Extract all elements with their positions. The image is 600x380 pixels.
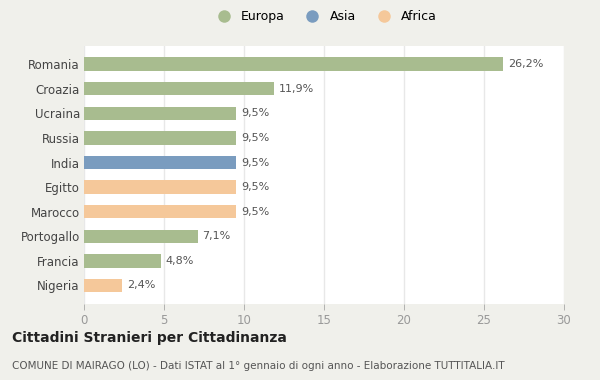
Text: Cittadini Stranieri per Cittadinanza: Cittadini Stranieri per Cittadinanza (12, 331, 287, 345)
Text: 9,5%: 9,5% (241, 182, 269, 192)
Bar (84, 156, 236, 169)
Legend: Europa, Asia, Africa: Europa, Asia, Africa (206, 5, 442, 28)
Bar (84, 131, 236, 145)
Bar (84, 205, 236, 218)
Text: 9,5%: 9,5% (241, 207, 269, 217)
Text: 2,4%: 2,4% (127, 280, 155, 290)
Bar (84, 180, 236, 194)
Text: 9,5%: 9,5% (241, 108, 269, 118)
Bar (84, 106, 236, 120)
Bar (84, 254, 161, 268)
Text: 4,8%: 4,8% (166, 256, 194, 266)
Text: 26,2%: 26,2% (508, 59, 544, 69)
Text: 9,5%: 9,5% (241, 133, 269, 143)
Bar (84, 82, 274, 95)
Text: COMUNE DI MAIRAGO (LO) - Dati ISTAT al 1° gennaio di ogni anno - Elaborazione TU: COMUNE DI MAIRAGO (LO) - Dati ISTAT al 1… (12, 361, 505, 371)
Bar (84, 279, 122, 292)
Text: 7,1%: 7,1% (202, 231, 230, 241)
Text: 9,5%: 9,5% (241, 157, 269, 168)
Bar (84, 230, 197, 243)
Bar (84, 57, 503, 71)
Text: 11,9%: 11,9% (279, 84, 314, 94)
